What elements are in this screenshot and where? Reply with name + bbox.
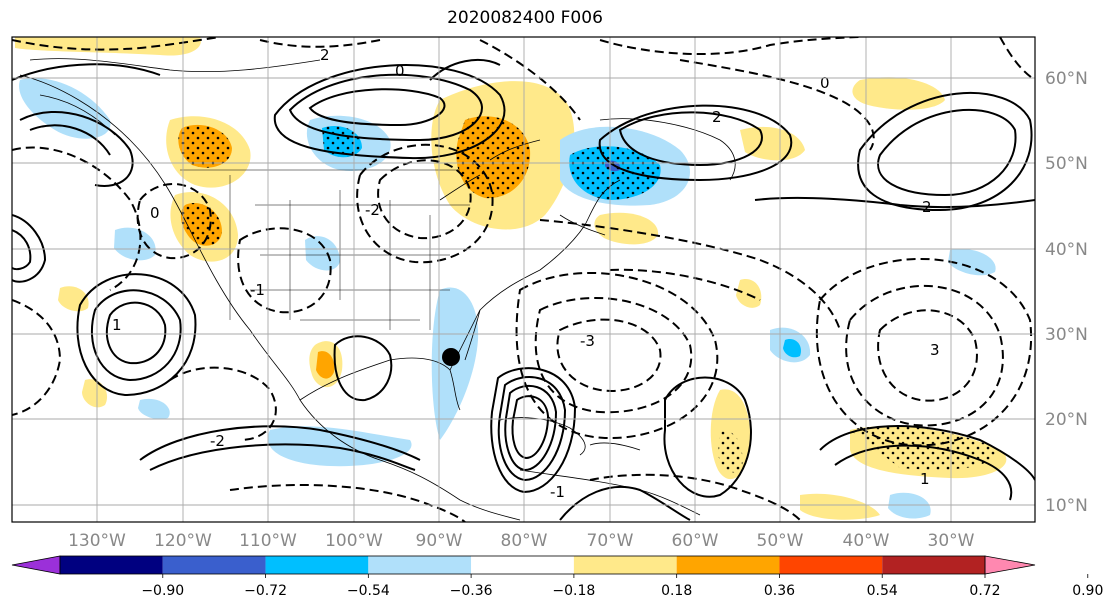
contour-label: 0 (395, 62, 405, 80)
lon-label: 120°W (154, 531, 212, 551)
shade-pos (15, 37, 201, 56)
lat-label: 20°N (1045, 410, 1088, 430)
colorbar: −0.90 −0.72 −0.54 −0.36 −0.18 0.18 0.36 0.54 0.7… (11, 555, 1103, 599)
lon-label: 100°W (325, 531, 383, 551)
colorbar-segment (573, 556, 677, 574)
contour-label: -2 (365, 201, 380, 219)
colorbar-tick-label: 0.90 (1072, 583, 1103, 599)
colorbar-tick-label: −0.36 (450, 583, 493, 599)
colorbar-segment (471, 556, 574, 574)
contour-label: 3 (930, 341, 940, 359)
shade-neg (138, 398, 170, 420)
lon-label: 60°W (672, 531, 719, 551)
longitude-labels: 130°W 120°W 110°W 100°W 90°W 80°W 70°W 6… (68, 531, 975, 551)
colorbar-segment (882, 556, 985, 574)
colorbar-tick-label: 0.36 (764, 583, 795, 599)
lon-label: 130°W (68, 531, 126, 551)
lat-label: 60°N (1045, 69, 1088, 89)
colorbar-segment (60, 556, 163, 574)
shade-pos-strong (316, 351, 335, 379)
graticule (12, 37, 1035, 522)
colorbar-extend-min (11, 555, 61, 575)
colorbar-outline (59, 555, 986, 575)
contour-label: 2 (320, 46, 330, 64)
anomaly-shading (15, 37, 1007, 520)
coastlines (19, 58, 736, 521)
lon-label: 50°W (757, 531, 804, 551)
contour-label: -1 (550, 483, 565, 501)
shade-pos (736, 279, 762, 308)
shade-neg (888, 492, 931, 519)
contour-label: 0 (820, 74, 830, 92)
storm-center-marker (442, 348, 460, 366)
lat-label: 50°N (1045, 154, 1088, 174)
shade-neg (948, 248, 996, 276)
colorbar-tick-label: −0.90 (141, 583, 184, 599)
colorbar-segment (265, 556, 369, 574)
colorbar-tick-label: 0.18 (661, 583, 692, 599)
shade-pos (82, 379, 108, 408)
lat-label: 30°N (1045, 325, 1088, 345)
shade-neg (19, 78, 111, 139)
lon-label: 90°W (416, 531, 463, 551)
lon-label: 70°W (587, 531, 634, 551)
contour-label: -3 (580, 332, 595, 350)
lat-label: 40°N (1045, 240, 1088, 260)
lon-label: 40°W (843, 531, 890, 551)
contour-label: 1 (112, 316, 122, 334)
colorbar-tick-label: −0.72 (244, 583, 287, 599)
contour-lines (12, 37, 1035, 522)
colorbar-tick-label: −0.18 (552, 583, 595, 599)
colorbar-segment (162, 556, 266, 574)
contour-label: 0 (150, 204, 160, 222)
colorbar-tick-label: 0.72 (969, 583, 1000, 599)
lat-label: 10°N (1045, 496, 1088, 516)
shade-neg-strong (783, 339, 801, 358)
colorbar-segment (779, 556, 883, 574)
map-frame (11, 36, 1036, 523)
contour-label: 1 (920, 470, 930, 488)
contour-label: -2 (210, 432, 225, 450)
shade-pos (594, 212, 659, 245)
contour-label: 2 (712, 108, 722, 126)
colorbar-segment (368, 556, 472, 574)
colorbar-extend-max (984, 555, 1036, 575)
lon-label: 110°W (239, 531, 297, 551)
shade-neg (305, 236, 340, 271)
colorbar-tick-label: 0.54 (867, 583, 898, 599)
lon-label: 80°W (501, 531, 548, 551)
contour-labels: 0 2 -2 -1 1 -3 3 0 2 -1 1 -2 0 2 (112, 46, 940, 501)
map-title: 2020082400 F006 (447, 8, 603, 28)
contour-label: 2 (922, 198, 932, 216)
colorbar-tick-label: −0.54 (347, 583, 390, 599)
shade-neg (114, 227, 156, 261)
colorbar-segment (676, 556, 780, 574)
lon-label: 30°W (928, 531, 975, 551)
latitude-labels: 60°N 50°N 40°N 30°N 20°N 10°N (1045, 69, 1088, 516)
shade-pos (800, 493, 880, 520)
contour-label: -1 (250, 281, 265, 299)
